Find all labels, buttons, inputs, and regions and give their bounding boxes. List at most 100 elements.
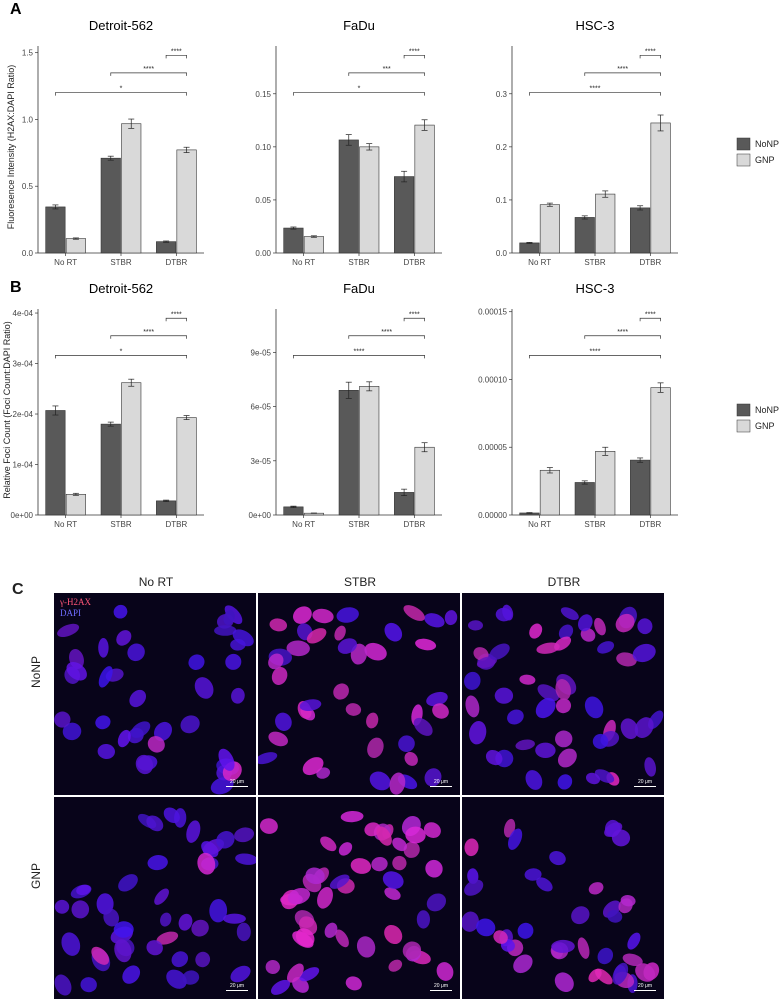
cell-nucleus — [113, 604, 128, 619]
scale-bar: 20 μm — [634, 983, 656, 991]
panel-b-letter: B — [10, 279, 22, 296]
significance-bracket — [110, 72, 187, 76]
chart-a3: HSC-3 0.0 0.1 0.2 0.3 No RT STBR DTBR **** **** **… — [496, 18, 678, 267]
cell-nucleus — [432, 703, 449, 719]
significance-label: **** — [409, 311, 420, 318]
cell-nucleus — [216, 831, 235, 849]
cell-nucleus — [389, 772, 406, 795]
legend-a-label-gnp: GNP — [755, 155, 775, 165]
cell-nucleus — [529, 623, 543, 639]
chart-b1: Detroit-562 0e+00 1e-04 2e-04 3e-04 4e-04 No R… — [11, 281, 204, 529]
cell-nucleus — [462, 911, 479, 932]
bar-nonp — [394, 176, 415, 254]
chart-title: FaDu — [343, 281, 375, 296]
cell-nucleus — [236, 922, 251, 942]
chart-title: HSC-3 — [575, 18, 614, 33]
cell-nucleus — [413, 717, 433, 736]
cell-nucleus — [286, 963, 304, 983]
significance-label: **** — [171, 48, 182, 55]
cell-nucleus — [597, 947, 614, 965]
column-label-dtbr: DTBR — [547, 575, 581, 589]
cell-nucleus — [146, 815, 164, 832]
cell-nucleus — [637, 618, 653, 635]
cell-nucleus — [558, 624, 574, 640]
cell-nucleus — [329, 874, 350, 889]
cell-nucleus — [592, 733, 609, 749]
cell-nucleus — [465, 695, 480, 718]
cell-nucleus — [594, 617, 606, 636]
significance-bracket — [348, 335, 425, 339]
cell-nucleus — [620, 718, 639, 740]
significance-bracket — [293, 92, 425, 96]
cell-nucleus — [335, 929, 349, 948]
cell-nucleus — [405, 826, 426, 844]
cell-nucleus — [231, 687, 245, 704]
micrograph-nonp-no-rt: γ-H2AX DAPI 20 μm — [54, 593, 256, 795]
significance-label: * — [358, 86, 361, 93]
bar-gnp — [595, 193, 616, 254]
bar-nonp — [45, 410, 66, 516]
cell-nucleus — [537, 684, 560, 702]
significance-bracket — [639, 54, 661, 59]
cell-nucleus — [495, 607, 512, 622]
cell-nucleus — [423, 822, 441, 838]
cell-nucleus — [549, 851, 566, 866]
significance-bracket — [348, 72, 425, 76]
cell-nucleus — [317, 886, 333, 909]
cell-nucleus — [188, 654, 205, 670]
cell-nucleus — [61, 932, 81, 956]
cell-nucleus — [384, 924, 403, 945]
x-tick-label: DTBR — [403, 258, 425, 267]
cell-nucleus — [345, 703, 362, 716]
cell-nucleus — [580, 627, 596, 642]
cell-nucleus — [350, 858, 372, 874]
x-tick-label: DTBR — [165, 520, 187, 529]
cell-nucleus — [113, 921, 134, 938]
significance-bracket — [584, 72, 661, 76]
cell-nucleus — [555, 698, 572, 714]
cell-nucleus — [320, 836, 337, 852]
significance-label: **** — [645, 311, 656, 318]
cell-nucleus — [334, 625, 346, 641]
cell-nucleus — [166, 969, 187, 989]
cell-nucleus — [611, 829, 631, 847]
y-tick-label: 0.3 — [496, 90, 508, 99]
cell-nucleus — [312, 608, 334, 624]
bar-nonp — [156, 241, 177, 254]
cell-nucleus — [336, 607, 359, 623]
cell-nucleus — [103, 908, 120, 927]
cell-nucleus — [268, 731, 288, 747]
x-tick-label: DTBR — [639, 520, 661, 529]
scale-bar-label: 20 μm — [638, 983, 652, 989]
bar-nonp — [338, 390, 359, 516]
legend-a-swatch-nonp — [736, 137, 751, 151]
cell-nucleus — [535, 697, 556, 719]
cell-nucleus — [476, 918, 496, 937]
cell-nucleus — [517, 922, 534, 939]
cells-gnp-no-rt — [54, 807, 256, 996]
cell-nucleus — [493, 930, 508, 944]
cell-nucleus — [270, 979, 291, 995]
legend-a-label-nonp: NoNP — [755, 139, 779, 149]
significance-label: * — [120, 86, 123, 93]
y-tick-label: 0.5 — [22, 182, 34, 191]
cell-nucleus — [635, 963, 656, 982]
cell-nucleus — [265, 959, 280, 975]
row-label-nonp: NoNP — [29, 656, 43, 689]
cell-nucleus — [578, 614, 593, 632]
bar-nonp — [45, 206, 66, 254]
bar-gnp — [595, 451, 616, 516]
scale-bar-line — [634, 786, 656, 787]
scale-bar-label: 20 μm — [434, 983, 448, 989]
significance-bracket — [165, 317, 187, 322]
cell-nucleus — [197, 852, 216, 875]
cell-nucleus — [54, 899, 70, 914]
cells-nonp-no-rt — [54, 604, 254, 795]
cell-nucleus — [425, 859, 443, 878]
cell-nucleus — [535, 742, 556, 759]
y-tick-label: 1.0 — [22, 115, 34, 124]
bar-nonp — [156, 500, 177, 516]
cell-nucleus — [404, 751, 418, 766]
cell-nucleus — [369, 771, 391, 791]
